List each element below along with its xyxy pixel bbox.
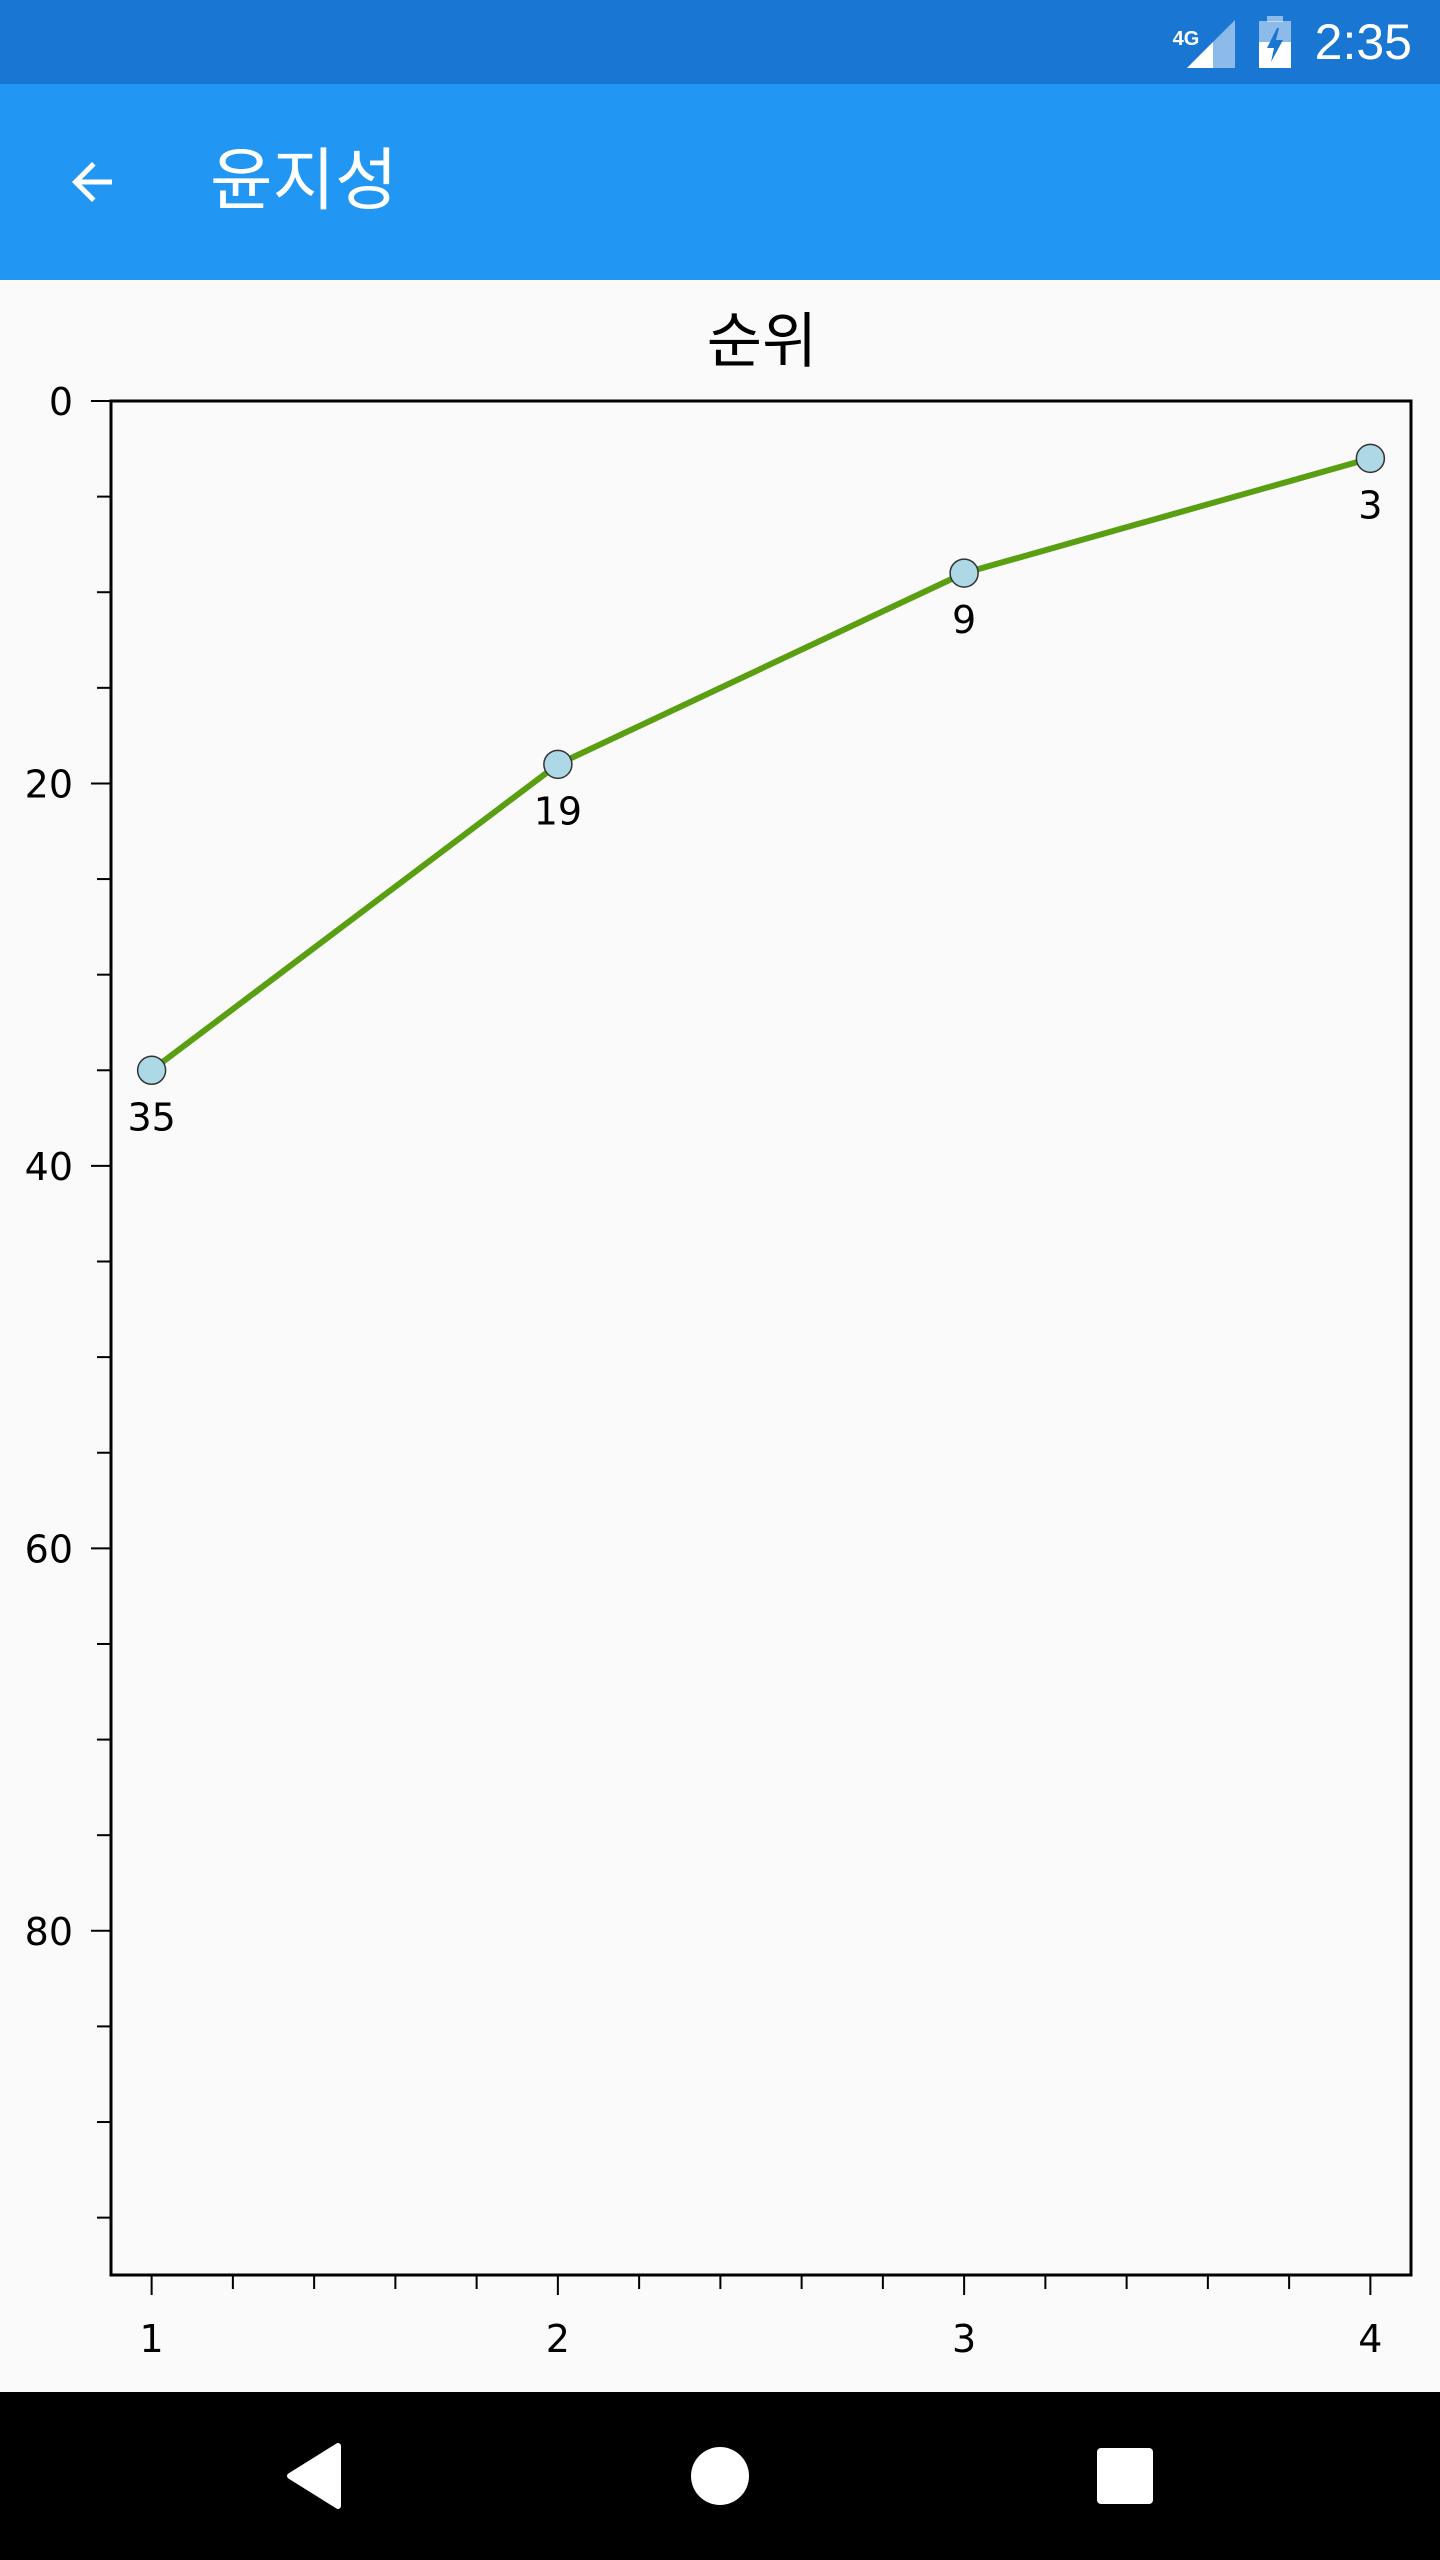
y-tick-label: 80 (25, 1910, 73, 1954)
y-tick-label: 60 (25, 1527, 73, 1571)
network-label: 4G (1172, 28, 1200, 50)
chart-title: 순위 (707, 307, 817, 377)
x-tick-label: 1 (140, 2317, 164, 2361)
data-label: 35 (127, 1095, 175, 1139)
data-label: 19 (534, 789, 582, 833)
back-triangle-icon[interactable] (276, 2436, 356, 2516)
data-label: 3 (1358, 483, 1382, 527)
series: 35 19 9 3 (127, 443, 1386, 1139)
data-point (543, 749, 573, 780)
data-point (1355, 443, 1386, 474)
status-time: 2:35 (1314, 14, 1412, 70)
battery-charging-icon (1258, 16, 1291, 68)
signal-icon: 4G (1172, 16, 1235, 68)
x-tick-label: 3 (952, 2317, 976, 2361)
status-bar: 4G 2:35 (0, 0, 1440, 84)
y-tick-label: 20 (25, 762, 73, 806)
x-axis: 1 2 3 4 (140, 2275, 1382, 2361)
chart-area: 순위 0 20 40 60 80 1 2 3 4 35 19 9 3 (0, 280, 1440, 2392)
page-title: 윤지성 (210, 142, 398, 221)
x-tick-label: 4 (1358, 2317, 1382, 2361)
data-label: 9 (952, 598, 976, 642)
plot-frame (109, 399, 1413, 2277)
arrow-back-icon (72, 162, 112, 202)
x-tick-label: 2 (546, 2317, 570, 2361)
y-tick-label: 40 (25, 1145, 73, 1189)
app-bar: 윤지성 (0, 84, 1440, 280)
y-tick-label: 0 (49, 380, 73, 424)
series-line (149, 455, 1372, 1073)
data-point (136, 1055, 167, 1086)
back-button[interactable] (44, 134, 140, 230)
status-icons: 4G 2:35 (1172, 0, 1412, 84)
y-axis: 0 20 40 60 80 (25, 380, 111, 2219)
rank-line-chart: 순위 0 20 40 60 80 1 2 3 4 35 19 9 3 (25, 307, 1413, 2361)
navigation-bar (0, 2392, 1440, 2560)
data-point (949, 558, 979, 588)
home-circle-icon[interactable] (680, 2436, 760, 2516)
recents-square-icon[interactable] (1085, 2436, 1165, 2516)
